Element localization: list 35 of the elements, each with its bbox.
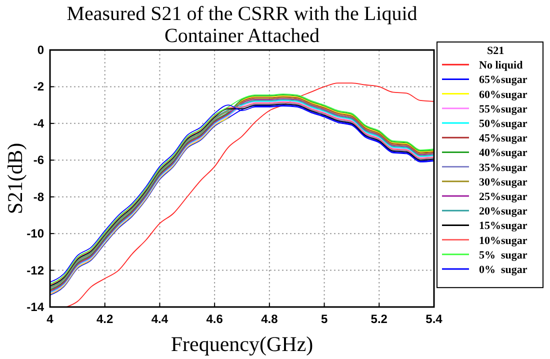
legend-label: 65%sugar	[479, 74, 528, 86]
legend-label: 55%sugar	[479, 103, 528, 116]
legend-label: 60%sugar	[479, 88, 528, 101]
legend-label: 30%sugar	[479, 176, 528, 188]
legend-label: 25%sugar	[479, 191, 528, 203]
y-tick-label: 0	[37, 43, 44, 57]
x-tick-label: 4	[46, 312, 54, 326]
legend-label: 5% sugar	[479, 249, 528, 262]
x-tick-label: 5	[320, 312, 328, 326]
y-tick-label: -4	[33, 116, 44, 130]
y-tick-label: -8	[33, 190, 44, 204]
legend-label: 0% sugar	[479, 264, 528, 276]
legend-title: S21	[487, 45, 504, 57]
y-tick-label: -10	[26, 226, 44, 241]
legend-label: 50%sugar	[479, 118, 528, 130]
x-tick-label: 5.2	[370, 312, 388, 326]
legend-label: No liquid	[479, 60, 523, 72]
legend-label: 35%sugar	[479, 162, 528, 174]
y-tick-label: -6	[33, 153, 44, 168]
legend-label: 15%sugar	[479, 220, 528, 232]
legend-label: 40%sugar	[479, 147, 528, 160]
y-tick-label: -12	[26, 263, 44, 278]
x-tick-label: 4.6	[206, 312, 224, 326]
y-tick-label: -14	[26, 300, 44, 314]
x-tick-label: 4.8	[261, 312, 278, 326]
chart-title: Measured S21 of the CSRR with the Liquid Container Attached	[66, 3, 418, 47]
x-tick-label: 4.4	[151, 312, 168, 326]
y-tick-label: -2	[33, 80, 44, 94]
x-axis-title: Frequency(GHz)	[170, 332, 314, 356]
legend-label: 10%sugar	[479, 234, 528, 247]
y-axis-title: S21(dB)	[3, 142, 27, 214]
legend-label: 45%sugar	[479, 132, 528, 145]
x-tick-label: 5.4	[426, 312, 443, 326]
x-tick-label: 4.2	[96, 312, 114, 326]
legend-label: 20%sugar	[479, 206, 528, 218]
